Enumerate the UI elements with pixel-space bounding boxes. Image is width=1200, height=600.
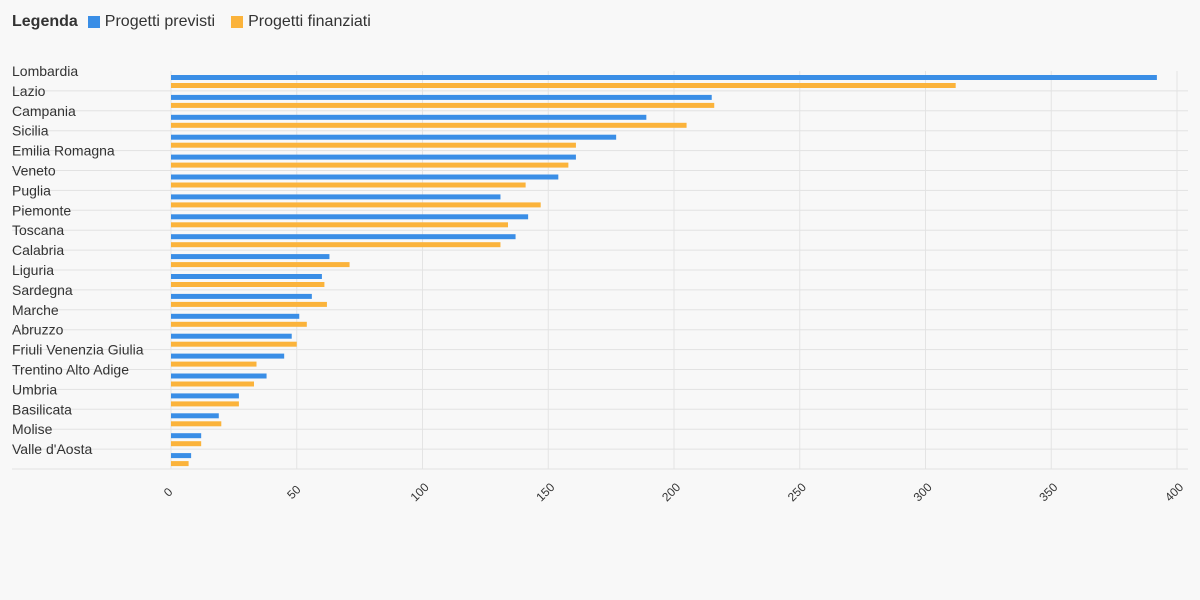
x-tick-label: 400 [1162, 480, 1186, 504]
category-label: Veneto [12, 163, 56, 179]
bar-previsti [171, 274, 322, 279]
legend-swatch-previsti [87, 16, 100, 28]
category-label: Piemonte [12, 202, 71, 218]
category-label: Valle d'Aosta [12, 441, 92, 457]
bar-finanziati [171, 321, 307, 327]
x-tick-label: 100 [408, 480, 432, 504]
bar-finanziati [171, 401, 239, 407]
bar-previsti [171, 293, 312, 299]
category-label: Toscana [12, 222, 64, 238]
x-tick-label: 0 [161, 485, 176, 500]
bar-finanziati [171, 301, 327, 307]
bar-previsti [171, 75, 1157, 80]
bar-finanziati [171, 83, 956, 88]
bar-previsti [171, 174, 559, 180]
legend-label-finanziati: Progetti finanziati [248, 13, 371, 30]
x-tick-label: 350 [1036, 480, 1060, 504]
bar-previsti [171, 453, 192, 459]
legend-item-finanziati[interactable]: Progetti finanziati [231, 13, 371, 31]
x-tick-label: 300 [911, 480, 935, 504]
category-label: Liguria [12, 262, 54, 278]
bar-previsti [171, 234, 516, 240]
bar-finanziati [171, 162, 569, 168]
legend: Legenda Progetti previsti Progetti finan… [12, 13, 387, 31]
bar-previsti [171, 333, 292, 339]
category-label: Molise [12, 421, 53, 437]
legend-title: Legenda [12, 13, 78, 30]
category-label: Emilia Romagna [12, 143, 115, 159]
bar-previsti [171, 413, 219, 419]
bar-finanziati [171, 262, 350, 268]
category-label: Sardegna [12, 282, 73, 298]
bar-previsti [171, 393, 239, 399]
category-label: Lazio [12, 83, 46, 99]
bar-finanziati [171, 202, 541, 208]
category-label: Lombardia [12, 63, 78, 79]
bar-finanziati [171, 361, 257, 367]
bar-previsti [171, 373, 267, 379]
bar-finanziati [171, 222, 509, 228]
category-label: Friuli Venenzia Giulia [12, 342, 144, 358]
bar-finanziati [171, 142, 576, 148]
bar-previsti [171, 134, 617, 140]
bar-previsti [171, 313, 300, 319]
bar-finanziati [171, 441, 202, 447]
x-tick-label: 50 [284, 482, 304, 502]
legend-label-previsti: Progetti previsti [104, 13, 216, 30]
legend-swatch-finanziati [231, 16, 244, 28]
category-label: Basilicata [12, 401, 72, 417]
category-label: Trentino Alto Adige [12, 362, 129, 378]
category-label: Abruzzo [12, 322, 64, 338]
bar-previsti [171, 194, 501, 200]
bar-finanziati [171, 122, 687, 128]
category-label: Calabria [12, 242, 64, 258]
bar-finanziati [171, 102, 715, 108]
x-tick-label: 250 [785, 480, 809, 504]
bar-previsti [171, 353, 285, 359]
bar-previsti [171, 94, 712, 100]
legend-item-previsti[interactable]: Progetti previsti [87, 13, 216, 31]
bar-finanziati [171, 282, 325, 287]
category-label: Umbria [12, 381, 57, 397]
bar-previsti [171, 433, 202, 439]
bar-finanziati [171, 341, 297, 347]
bar-previsti [171, 114, 647, 120]
bar-previsti [171, 214, 529, 220]
bar-finanziati [171, 461, 189, 467]
category-label: Marche [12, 302, 59, 318]
bar-finanziati [171, 421, 222, 427]
category-label: Sicilia [12, 123, 49, 139]
bar-previsti [171, 254, 330, 260]
bar-previsti [171, 154, 576, 160]
bar-finanziati [171, 242, 501, 248]
category-label: Campania [12, 103, 76, 119]
x-tick-label: 150 [533, 480, 557, 504]
bar-finanziati [171, 182, 526, 188]
category-label: Puglia [12, 182, 51, 198]
bar-finanziati [171, 381, 254, 387]
x-tick-label: 200 [659, 480, 683, 504]
